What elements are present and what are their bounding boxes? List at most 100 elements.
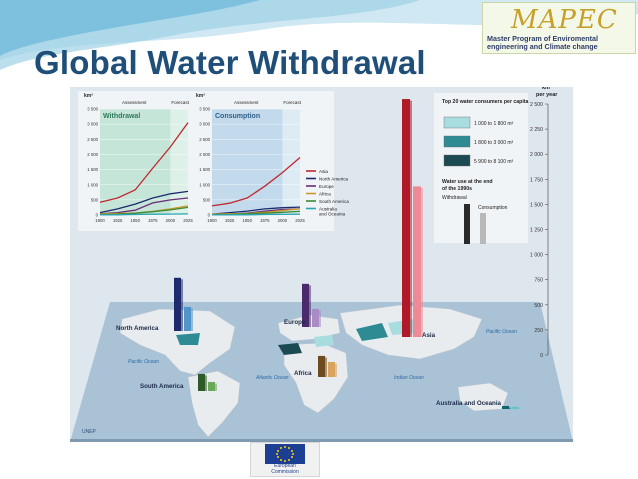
- region-label: North America: [116, 325, 159, 332]
- trend-panels: km³ Assessment Forecast Withdrawal 0 500 1 000…: [78, 91, 349, 231]
- consumption-legend-bar: [480, 213, 486, 244]
- european-commission-logo: European Commission: [250, 442, 320, 477]
- bar-withdrawal: [302, 283, 309, 327]
- panel-x-tick-label: 2000: [166, 218, 176, 223]
- africa-landmass: [283, 342, 349, 414]
- highlight-dark-country: [278, 343, 302, 355]
- value-axis-tick-label: 2 500: [530, 102, 543, 108]
- legend-item-label: 1 800 to 3 000 m³: [474, 140, 514, 146]
- series-legend-label-cont: and Oceania: [319, 212, 345, 217]
- panel-y-tick-label: 3 500: [87, 107, 98, 112]
- series-legend-label: Europe: [319, 184, 334, 189]
- bar-side: [335, 363, 337, 377]
- panel-y-tick-label: 2 000: [199, 152, 210, 157]
- legend-item-label: 1 000 to 1 800 m³: [474, 121, 514, 127]
- region-label: Africa: [294, 370, 312, 377]
- series-line-australia-and-oceania: [100, 213, 189, 216]
- unep-label: UNEP: [82, 429, 97, 435]
- ocean-label: Indian Ocean: [394, 375, 424, 381]
- panel-x-tick-label: 1950: [242, 218, 252, 223]
- value-axis-tick-label: 250: [534, 328, 543, 334]
- bar-consumption: [512, 406, 519, 409]
- map-plane-edge: [70, 439, 573, 442]
- figure-canvas: Pacific Ocean Atlantic Ocean Indian Ocea…: [70, 87, 573, 442]
- bar-withdrawal: [198, 373, 205, 391]
- panel-x-tick-label: 2025: [295, 218, 305, 223]
- panel-y-tick-label: 0: [96, 213, 99, 218]
- eu-text-line1: European: [274, 463, 296, 469]
- highlight-mid-country-2: [176, 333, 200, 345]
- series-legend-label: Africa: [319, 191, 331, 196]
- water-withdrawal-figure: Pacific Ocean Atlantic Ocean Indian Ocea…: [70, 87, 573, 442]
- panel-x-tick-label: 1950: [130, 218, 140, 223]
- value-axis-label: km³: [542, 87, 552, 91]
- bar-withdrawal: [174, 277, 181, 331]
- panel-x-tick-label: 2025: [183, 218, 193, 223]
- panel-x-tick-label: 1900: [207, 218, 217, 223]
- bar-side: [325, 357, 327, 377]
- legend-swatch: [443, 154, 471, 167]
- bar-legend-title-1: Water use at the end: [442, 179, 493, 185]
- region-label: Europe: [284, 319, 306, 326]
- bar-consumption: [184, 306, 191, 331]
- value-axis-tick-label: 2 000: [530, 152, 543, 158]
- bar-withdrawal: [318, 355, 325, 377]
- panel-plot-area: [212, 109, 300, 215]
- value-axis-tick-label: 0: [540, 353, 543, 359]
- panel-consumption: km³ Assessment Forecast Consumption 0 500 1 00…: [196, 93, 305, 223]
- legend-item-label: 5 900 to 8 100 m³: [474, 159, 514, 165]
- panel-header-right: Forecast: [171, 100, 189, 105]
- forecast-region: [282, 109, 300, 215]
- value-axis-tick-label: 750: [534, 278, 543, 284]
- logo-subtitle: Master Program of Enviromental engineeri…: [487, 34, 599, 51]
- panel-y-tick-label: 3 000: [199, 122, 210, 127]
- value-axis-tick-label: 1 500: [530, 202, 543, 208]
- bar-side: [319, 310, 321, 327]
- bar-side: [421, 187, 423, 337]
- panel-withdrawal: km³ Assessment Forecast Withdrawal 0 500 1 000…: [84, 93, 193, 223]
- ocean-label: Pacific Ocean: [486, 329, 517, 335]
- bar-consumption: [413, 186, 421, 337]
- series-line-europe: [99, 197, 189, 215]
- panel-header-left: Assessment: [122, 100, 147, 105]
- panel-x-tick-label: 1900: [95, 218, 105, 223]
- north-america-landmass: [119, 308, 236, 376]
- bar-side: [205, 375, 207, 391]
- panel-y-tick-label: 0: [208, 213, 211, 218]
- value-axis-tick-label: 2 250: [530, 127, 543, 133]
- slide-title: Global Water Withdrawal: [34, 44, 426, 81]
- series-line-asia: [99, 122, 189, 203]
- header-wave: [0, 0, 638, 73]
- panel-y-tick-label: 1 500: [199, 167, 210, 172]
- panel-y-tick-label: 2 500: [87, 137, 98, 142]
- legend-title: Top 20 water consumers per capita: [442, 99, 529, 105]
- bar-withdrawal: [502, 405, 509, 409]
- series-legend-label: Asia: [319, 169, 328, 174]
- bar-side: [309, 285, 311, 327]
- legend-swatch: [443, 116, 471, 129]
- series-line-north-america: [211, 206, 301, 215]
- value-axis-tick-label: 1 000: [530, 253, 543, 259]
- panel-y-unit: km³: [196, 93, 205, 99]
- bar-withdrawal: [402, 99, 410, 337]
- series-legend-label: North America: [319, 176, 349, 181]
- bar-side: [191, 308, 193, 331]
- bar-consumption: [328, 361, 335, 377]
- series-legend: Asia North America Europe Africa South Ameri…: [306, 169, 349, 217]
- value-axis-tick-label: 1 250: [530, 228, 543, 234]
- region-label: South America: [140, 383, 184, 390]
- highlight-light-country-2: [314, 335, 334, 347]
- bar-side: [519, 408, 521, 409]
- forecast-region: [170, 109, 188, 215]
- panel-y-tick-label: 1 000: [87, 182, 98, 187]
- panel-y-tick-label: 2 000: [87, 152, 98, 157]
- bar-consumption: [208, 381, 215, 391]
- logo-wordmark: MAPEC: [511, 5, 618, 35]
- consumption-legend-label: Consumption: [478, 205, 508, 211]
- panel-x-tick-label: 1975: [260, 218, 270, 223]
- regional-bars: North America South America Europe Africa As…: [116, 99, 521, 409]
- value-axis-label-unit: per year: [536, 92, 558, 98]
- withdrawal-legend-label: Withdrawal: [442, 195, 467, 201]
- legend-swatch: [443, 135, 471, 148]
- panel-title: Withdrawal: [103, 113, 140, 120]
